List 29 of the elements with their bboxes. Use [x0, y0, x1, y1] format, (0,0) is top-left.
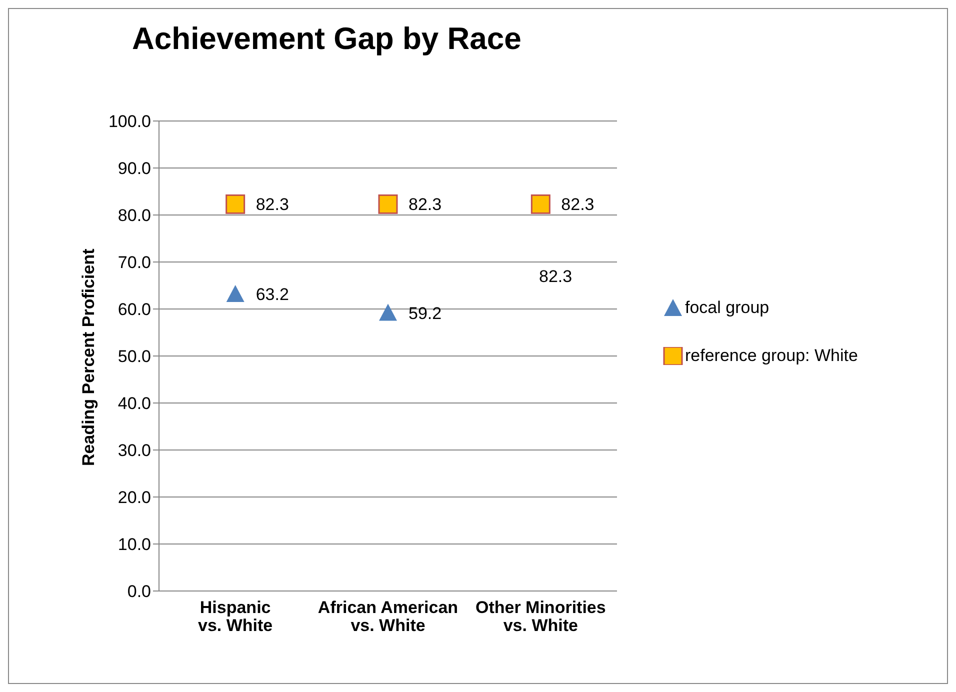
legend-label: reference group: White	[685, 346, 858, 366]
data-label: 63.2	[256, 284, 289, 304]
point	[530, 194, 550, 214]
x-tick-label: African American vs. White	[318, 598, 458, 635]
y-axis-title: Reading Percent Proficient	[79, 248, 98, 466]
data-label: 82.3	[408, 195, 442, 214]
y-tick-label: 20.0	[118, 488, 151, 508]
data-label: 59.2	[408, 304, 442, 323]
y-tick-label: 60.0	[118, 300, 151, 320]
point	[226, 284, 244, 302]
y-tick-label: 30.0	[118, 441, 151, 460]
data-label: 82.3	[561, 195, 594, 214]
y-tick-label: 90.0	[118, 159, 151, 178]
x-tick-label: Other Minorities vs. White	[475, 598, 606, 635]
data-label: 82.3	[256, 195, 289, 214]
y-tick-label: 50.0	[118, 347, 151, 366]
x-tick-label: Hispanic vs. White	[198, 598, 273, 635]
point	[378, 194, 398, 214]
point	[226, 194, 246, 214]
y-tick-label: 0.0	[127, 582, 151, 602]
annotation: 82.3	[539, 267, 572, 287]
y-tick-label: 80.0	[118, 206, 151, 226]
y-tick-label: 10.0	[118, 535, 151, 554]
y-tick-label: 100.0	[108, 112, 151, 132]
point	[379, 304, 397, 321]
y-tick-label: 70.0	[118, 253, 151, 272]
chart-title: Achievement Gap by Race	[132, 21, 522, 57]
y-tick-label: 40.0	[118, 394, 151, 414]
legend-label: focal group	[685, 298, 770, 318]
